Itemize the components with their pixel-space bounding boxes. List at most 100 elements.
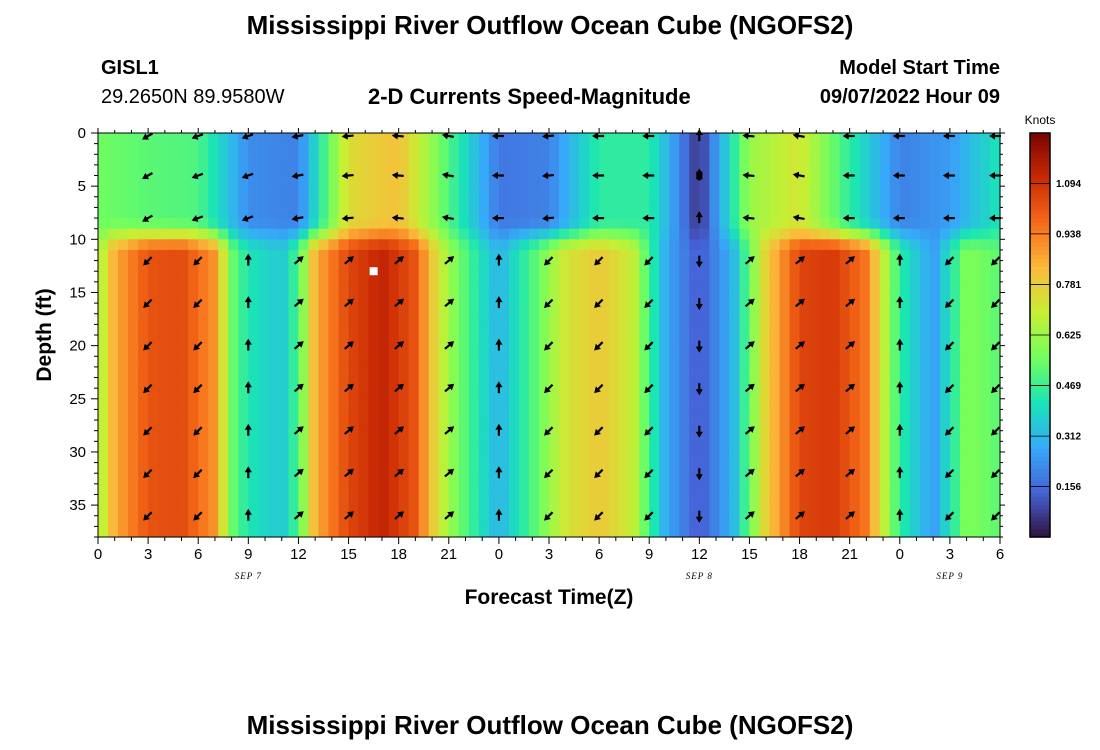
heatmap-cell bbox=[819, 228, 831, 240]
heatmap-cell bbox=[128, 239, 139, 251]
heatmap-cell bbox=[218, 356, 229, 368]
current-arrow-head bbox=[991, 258, 998, 266]
heatmap-cell bbox=[589, 473, 600, 485]
heatmap-cell bbox=[448, 483, 460, 496]
heatmap-cell bbox=[849, 494, 861, 506]
heatmap-cell bbox=[468, 303, 480, 315]
heatmap-cell bbox=[128, 260, 139, 272]
heatmap-cell bbox=[659, 345, 670, 357]
station-coords: 29.2650N 89.9580W bbox=[101, 86, 285, 108]
heatmap-cell bbox=[318, 281, 330, 294]
heatmap-cell bbox=[609, 345, 620, 357]
heatmap-cell bbox=[248, 345, 259, 357]
heatmap-cell bbox=[288, 483, 300, 496]
heatmap-cell bbox=[378, 409, 390, 421]
heatmap-cell bbox=[709, 303, 720, 315]
heatmap-cell bbox=[408, 377, 420, 389]
heatmap-cell bbox=[448, 356, 460, 368]
heatmap-cell bbox=[829, 388, 841, 400]
heatmap-cell bbox=[128, 196, 139, 209]
heatmap-cell bbox=[138, 473, 149, 485]
heatmap-cell bbox=[338, 292, 350, 304]
heatmap-cell bbox=[288, 218, 300, 230]
heatmap-cell bbox=[879, 388, 891, 400]
heatmap-cell bbox=[198, 494, 209, 506]
current-arrow-head bbox=[143, 428, 150, 436]
heatmap-cell bbox=[388, 505, 400, 517]
heatmap-cell bbox=[178, 143, 189, 155]
heatmap-cell bbox=[238, 409, 249, 421]
heatmap-cell bbox=[649, 451, 660, 464]
heatmap-cell bbox=[118, 175, 129, 187]
heatmap-cell bbox=[809, 175, 821, 187]
heatmap-cell bbox=[468, 398, 480, 411]
heatmap-cell bbox=[498, 228, 510, 240]
heatmap-cell bbox=[799, 483, 811, 496]
heatmap-cell bbox=[719, 409, 730, 421]
heatmap-cell bbox=[919, 239, 931, 251]
heatmap-cell bbox=[418, 526, 430, 538]
heatmap-cell bbox=[669, 303, 680, 315]
heatmap-cell bbox=[388, 324, 400, 336]
heatmap-cell bbox=[438, 271, 450, 283]
heatmap-cell bbox=[699, 271, 710, 283]
heatmap-cell bbox=[609, 271, 620, 283]
heatmap-cell bbox=[859, 473, 871, 485]
heatmap-cell bbox=[669, 526, 680, 538]
heatmap-cell bbox=[468, 409, 480, 421]
heatmap-cell bbox=[348, 409, 360, 421]
heatmap-cell bbox=[398, 164, 410, 177]
heatmap-cell bbox=[188, 526, 199, 538]
heatmap-cell bbox=[298, 164, 310, 177]
heatmap-cell bbox=[789, 388, 801, 400]
heatmap-cell bbox=[498, 494, 510, 506]
heatmap-cell bbox=[739, 494, 751, 506]
heatmap-cell bbox=[919, 420, 931, 432]
heatmap-cell bbox=[428, 430, 440, 442]
heatmap-cell bbox=[408, 324, 420, 336]
heatmap-cell bbox=[488, 313, 500, 325]
heatmap-cell bbox=[338, 388, 350, 400]
heatmap-cell bbox=[669, 249, 680, 262]
heatmap-cell bbox=[609, 281, 620, 294]
heatmap-cell bbox=[358, 271, 370, 283]
heatmap-cell bbox=[639, 324, 650, 336]
heatmap-cell bbox=[138, 356, 149, 368]
heatmap-cell bbox=[809, 292, 821, 304]
heatmap-cell bbox=[729, 505, 741, 517]
heatmap-cell bbox=[579, 366, 590, 379]
heatmap-cell bbox=[98, 483, 109, 496]
colorbar-segment bbox=[1030, 141, 1050, 146]
heatmap-cell bbox=[869, 239, 881, 251]
heatmap-cell bbox=[839, 430, 851, 442]
heatmap-cell bbox=[388, 186, 400, 198]
heatmap-cell bbox=[549, 164, 560, 177]
heatmap-cell bbox=[248, 281, 259, 294]
heatmap-cell bbox=[228, 526, 239, 538]
heatmap-cell bbox=[488, 473, 500, 485]
current-arrow bbox=[291, 214, 304, 222]
heatmap-cell bbox=[208, 281, 219, 294]
heatmap-cell bbox=[98, 186, 109, 198]
heatmap-cell bbox=[569, 207, 580, 219]
heatmap-cell bbox=[198, 388, 209, 400]
heatmap-cell bbox=[769, 430, 781, 442]
heatmap-cell bbox=[448, 515, 460, 527]
heatmap-cell bbox=[569, 239, 580, 251]
heatmap-cell bbox=[158, 271, 169, 283]
heatmap-cell bbox=[919, 218, 931, 230]
colorbar-segment bbox=[1030, 169, 1050, 174]
heatmap-cell bbox=[759, 526, 771, 538]
heatmap-cell bbox=[759, 228, 771, 240]
heatmap-cell bbox=[438, 292, 450, 304]
heatmap-cell bbox=[158, 366, 169, 379]
heatmap-cell bbox=[619, 420, 630, 432]
heatmap-cell bbox=[528, 515, 540, 527]
heatmap-cell bbox=[188, 292, 199, 304]
current-arrow-head bbox=[397, 341, 405, 348]
heatmap-cell bbox=[298, 239, 310, 251]
heatmap-cell bbox=[799, 175, 811, 187]
heatmap-cell bbox=[338, 345, 350, 357]
heatmap-cell bbox=[729, 154, 741, 166]
heatmap-cell bbox=[819, 515, 831, 527]
